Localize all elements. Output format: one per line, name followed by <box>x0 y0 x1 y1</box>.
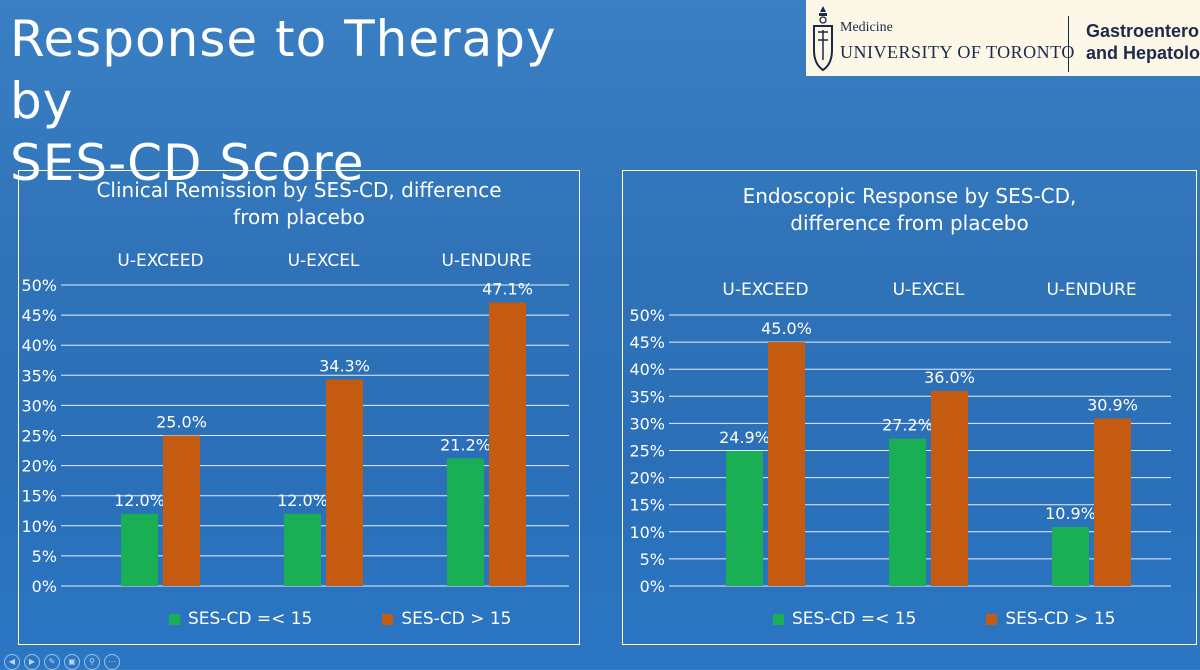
bar <box>284 513 321 586</box>
bar <box>489 302 526 586</box>
data-label: 30.9% <box>1087 396 1138 415</box>
slide-title: Response to Therapy by SES-CD Score <box>10 8 630 194</box>
chart-plot: 0% 5% 10% 15% 20% 25% 30% 35% 40% 45% 50% U-EXCEED 1… <box>21 251 569 596</box>
bar <box>1052 526 1089 586</box>
bar <box>447 458 484 586</box>
legend-swatch-green <box>773 613 784 625</box>
data-label: 34.3% <box>319 357 370 376</box>
logo-dept-line1: Gastroenterology <box>1086 21 1200 41</box>
zoom-icon[interactable]: ⚲ <box>84 654 100 670</box>
y-tick-label: 45% <box>21 306 57 325</box>
y-tick-label: 10% <box>21 517 57 536</box>
chart-title-line2: difference from placebo <box>790 211 1029 235</box>
data-label: 27.2% <box>882 416 933 435</box>
data-label: 36.0% <box>924 368 975 387</box>
slide-title-line2: SES-CD Score <box>10 134 365 192</box>
more-options-icon[interactable]: ⋯ <box>104 654 120 670</box>
chart-plot: 0% 5% 10% 15% 20% 25% 30% 35% 40% 45% 50% U-EXCEED 2… <box>629 280 1171 596</box>
bar <box>931 390 968 586</box>
bar <box>768 342 805 586</box>
university-logo: Medicine UNIVERSITY OF TORONTO Gastroent… <box>806 0 1200 76</box>
chart-legend: SES-CD =< 15 SES-CD > 15 <box>773 609 1115 629</box>
legend-swatch-orange <box>986 613 998 625</box>
data-label: 45.0% <box>761 319 812 338</box>
logo-dept-line2: and Hepatology <box>1086 43 1200 63</box>
bar <box>889 438 926 586</box>
y-tick-label: 0% <box>32 577 57 596</box>
logo-university: UNIVERSITY OF TORONTO <box>840 42 1075 62</box>
legend-label-high: SES-CD > 15 <box>401 609 512 629</box>
slide-title-line1: Response to Therapy by <box>10 10 557 130</box>
legend-item-high: SES-CD > 15 <box>986 609 1115 629</box>
category-label: U-ENDURE <box>441 251 531 271</box>
data-label: 25.0% <box>156 413 207 432</box>
y-tick-label: 50% <box>629 306 665 325</box>
category-label: U-ENDURE <box>1046 280 1136 300</box>
legend-swatch-green <box>169 613 180 625</box>
logo-divider <box>1068 16 1069 72</box>
chart-legend: SES-CD =< 15 SES-CD > 15 <box>169 609 511 629</box>
data-label: 12.0% <box>277 491 328 510</box>
logo-department: Gastroenterology and Hepatology <box>1086 20 1200 64</box>
chart-title: Clinical Remission by SES-CD, difference… <box>19 177 579 231</box>
slide-controls: ◀ ▶ ✎ ▣ ⚲ ⋯ <box>4 654 120 670</box>
legend-item-low: SES-CD =< 15 <box>773 609 916 629</box>
data-label: 12.0% <box>114 491 165 510</box>
bar <box>326 379 363 586</box>
clinical-remission-chart: Clinical Remission by SES-CD, difference… <box>18 170 580 645</box>
endoscopic-response-chart: Endoscopic Response by SES-CD, differenc… <box>622 170 1197 645</box>
slides-icon[interactable]: ▣ <box>64 654 80 670</box>
chart-title-line1: Endoscopic Response by SES-CD, <box>742 184 1077 208</box>
chart-title-line2: from placebo <box>233 205 365 229</box>
data-label: 24.9% <box>719 428 770 447</box>
y-tick-label: 5% <box>32 547 57 566</box>
category-label: U-EXCEED <box>722 280 808 300</box>
chart-title: Endoscopic Response by SES-CD, differenc… <box>623 183 1196 237</box>
y-tick-label: 25% <box>21 427 57 446</box>
y-tick-label: 30% <box>629 414 665 433</box>
bar <box>121 513 158 586</box>
crest-icon <box>813 6 833 72</box>
y-tick-label: 0% <box>640 577 665 596</box>
legend-item-low: SES-CD =< 15 <box>169 609 312 629</box>
y-tick-label: 35% <box>21 366 57 385</box>
y-tick-label: 50% <box>21 276 57 295</box>
chart-title-line1: Clinical Remission by SES-CD, difference <box>96 178 502 202</box>
y-tick-label: 20% <box>629 469 665 488</box>
y-tick-label: 15% <box>21 487 57 506</box>
y-tick-label: 30% <box>21 396 57 415</box>
category-label: U-EXCEL <box>893 280 965 300</box>
legend-swatch-orange <box>382 613 394 625</box>
bar <box>1094 418 1131 586</box>
y-tick-label: 10% <box>629 523 665 542</box>
category-label: U-EXCEL <box>288 251 360 271</box>
y-tick-label: 45% <box>629 333 665 352</box>
legend-label-low: SES-CD =< 15 <box>188 609 313 629</box>
y-tick-label: 40% <box>21 336 57 355</box>
bar <box>163 435 200 586</box>
category-label: U-EXCEED <box>117 251 203 271</box>
data-label: 21.2% <box>440 435 491 454</box>
prev-slide-icon[interactable]: ◀ <box>4 654 20 670</box>
legend-label-low: SES-CD =< 15 <box>792 609 917 629</box>
y-tick-label: 5% <box>640 550 665 569</box>
y-tick-label: 15% <box>629 496 665 515</box>
y-tick-label: 25% <box>629 442 665 461</box>
legend-item-high: SES-CD > 15 <box>382 609 511 629</box>
legend-label-high: SES-CD > 15 <box>1005 609 1116 629</box>
y-tick-label: 35% <box>629 387 665 406</box>
pen-icon[interactable]: ✎ <box>44 654 60 670</box>
y-tick-label: 40% <box>629 360 665 379</box>
data-label: 47.1% <box>482 279 533 298</box>
logo-medicine: Medicine <box>840 20 893 35</box>
y-tick-label: 20% <box>21 457 57 476</box>
data-label: 10.9% <box>1045 504 1096 523</box>
bar <box>726 451 763 586</box>
next-slide-icon[interactable]: ▶ <box>24 654 40 670</box>
